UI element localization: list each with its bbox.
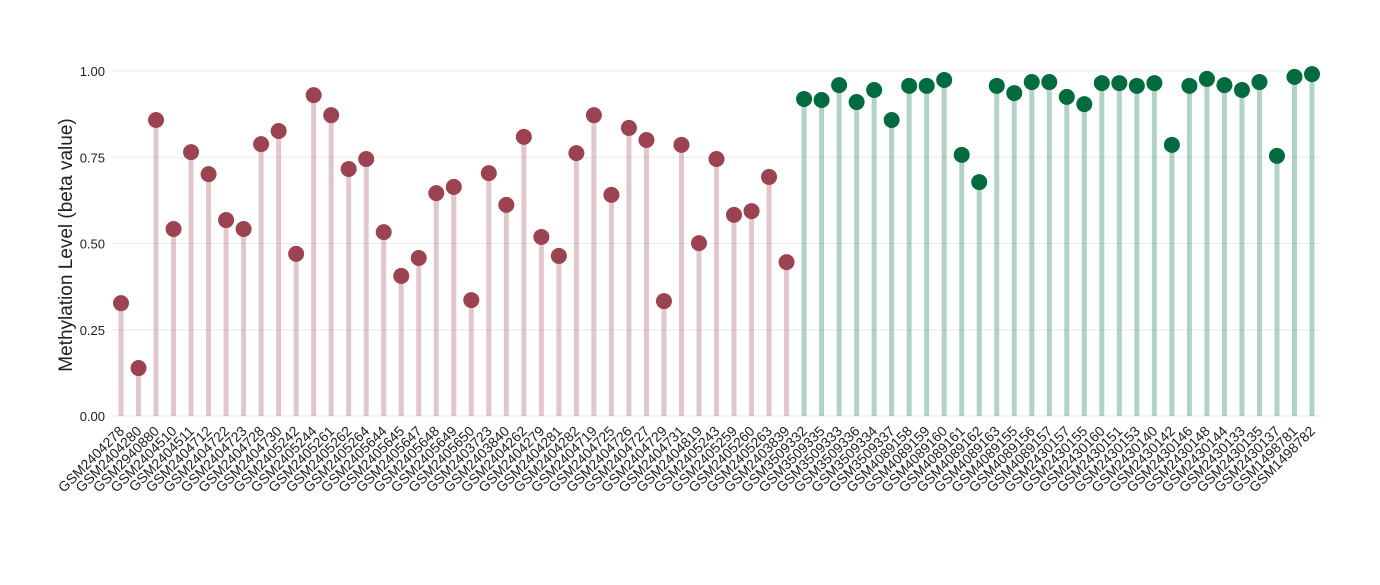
point: [1041, 74, 1058, 91]
point: [375, 224, 392, 241]
point: [1268, 147, 1285, 164]
point: [1111, 75, 1128, 92]
point: [585, 107, 602, 124]
point: [235, 221, 252, 238]
point: [1286, 68, 1303, 85]
point: [831, 77, 848, 94]
point: [796, 90, 813, 107]
point: [1076, 96, 1093, 113]
point: [480, 165, 497, 182]
point: [1006, 85, 1023, 102]
point: [1058, 88, 1075, 105]
point: [463, 292, 480, 309]
point: [1216, 77, 1233, 94]
point: [1023, 74, 1040, 91]
point: [393, 267, 410, 284]
point: [936, 71, 953, 88]
point: [288, 245, 305, 262]
point: [883, 111, 900, 128]
point: [743, 203, 760, 220]
point: [410, 249, 427, 266]
point: [848, 94, 865, 111]
point: [1198, 70, 1215, 87]
point: [988, 77, 1005, 94]
point: [533, 228, 550, 245]
point: [1146, 75, 1163, 92]
point: [200, 166, 217, 183]
point: [708, 150, 725, 167]
y-axis-label: Methylation Level (beta value): [56, 118, 77, 371]
point: [428, 185, 445, 202]
point: [113, 295, 129, 312]
point: [918, 77, 935, 94]
point: [183, 144, 200, 161]
y-tick-label: 0.00: [80, 409, 105, 424]
point: [305, 87, 322, 104]
point: [515, 128, 532, 145]
point: [130, 360, 147, 377]
point: [761, 168, 778, 185]
point: [901, 77, 918, 94]
point: [1304, 66, 1320, 83]
point: [866, 81, 883, 98]
point: [1163, 136, 1180, 153]
point: [1251, 74, 1268, 91]
point: [323, 107, 340, 124]
point: [253, 136, 270, 153]
point: [813, 91, 830, 108]
point: [620, 119, 637, 136]
point: [638, 132, 655, 148]
point: [655, 293, 672, 310]
y-tick-label: 0.50: [80, 237, 105, 252]
point: [358, 150, 375, 167]
point: [673, 136, 690, 153]
point: [603, 186, 620, 203]
y-tick-label: 1.00: [80, 64, 105, 79]
point: [165, 221, 182, 238]
point: [498, 196, 515, 213]
point: [445, 178, 462, 195]
y-tick-label: 0.25: [80, 323, 105, 338]
point: [148, 111, 165, 128]
point: [971, 174, 988, 191]
point: [1093, 75, 1110, 92]
point: [1233, 81, 1250, 98]
point: [270, 123, 287, 140]
y-tick-label: 0.75: [80, 150, 105, 165]
point: [218, 212, 235, 229]
point: [340, 160, 357, 177]
point: [778, 254, 795, 271]
point: [1128, 77, 1145, 94]
point: [726, 206, 743, 223]
point: [550, 247, 567, 264]
point: [953, 146, 970, 163]
point: [1181, 77, 1198, 94]
point: [568, 145, 585, 162]
point: [690, 235, 707, 252]
